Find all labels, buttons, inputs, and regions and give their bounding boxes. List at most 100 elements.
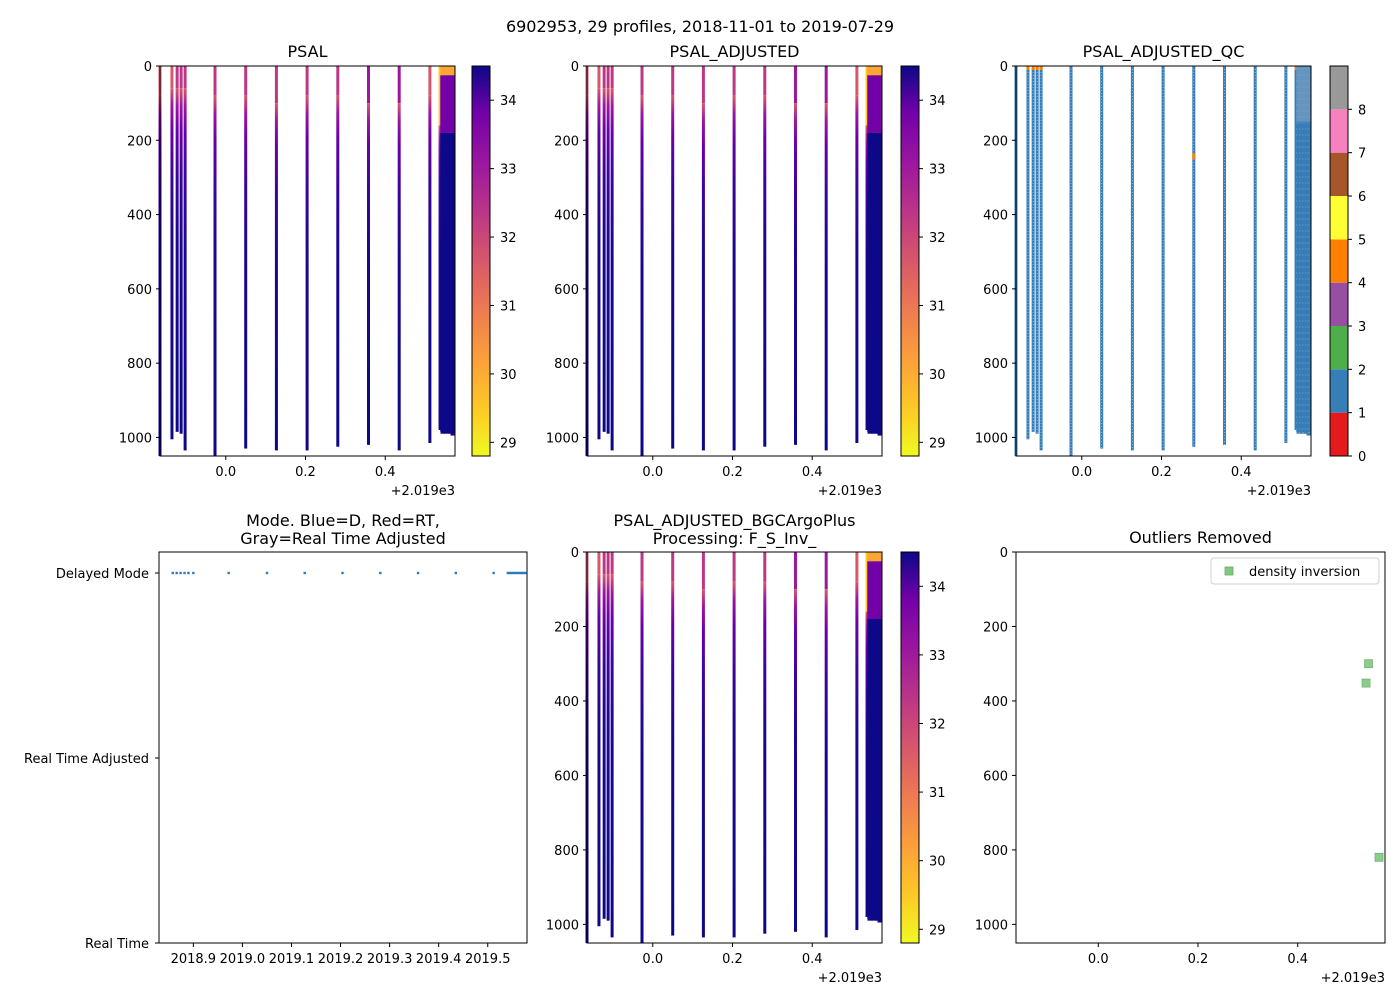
psal-profile-surface: [274, 66, 278, 104]
mode-point: [227, 571, 230, 575]
psal-profile-bar: [244, 95, 248, 449]
psal_adjusted-profile-bar: [597, 88, 601, 440]
psal_bgc-profile-block: [867, 619, 882, 919]
psal_adjusted-ytick-label: 800: [554, 357, 579, 372]
outliers-ytick-label: 1000: [975, 918, 1008, 933]
psal-profile-bar: [274, 103, 278, 451]
psal_adjusted_qc-ytick-label: 800: [983, 357, 1008, 372]
psal_adjusted-profile-bar: [732, 95, 736, 451]
psal_bgc-axes-frame: [586, 551, 883, 944]
mode-point: [265, 571, 269, 575]
psal-xtick-label: 0.0: [215, 465, 236, 480]
psal_adjusted_qc-axes-frame: [1015, 65, 1312, 457]
psal_bgc-x-offset: +2.019e3: [818, 971, 882, 986]
psal_adjusted-colorbar: [900, 65, 920, 457]
outliers-point: [1374, 852, 1384, 862]
mode-point: [514, 571, 517, 575]
psal_adjusted-x-offset: +2.019e3: [818, 484, 882, 499]
psal_adjusted-ytick-label: 1000: [546, 431, 579, 446]
mode-point: [179, 571, 182, 575]
psal_bgc-title: PSAL_ADJUSTED_BGCArgoPlus: [613, 511, 855, 531]
psal_bgc-colorbar: [900, 551, 920, 944]
psal_adjusted_qc-ytick-label: 600: [983, 283, 1008, 298]
psal_adjusted-profile-surface: [640, 66, 644, 96]
psal_adjusted-profile-bar: [602, 88, 606, 432]
psal-profile-surface: [397, 66, 401, 104]
psal_adjusted-colorbar-label: 29: [929, 436, 946, 451]
psal_adjusted-profile-bar: [606, 88, 610, 434]
psal-ytick-label: 200: [127, 134, 152, 149]
outliers-legend-label: density inversion: [1249, 565, 1360, 580]
psal_adjusted_qc-ytick-label: 1000: [975, 431, 1008, 446]
psal_bgc-xtick-label: 0.2: [722, 952, 743, 967]
mode-xtick-label: 2019.4: [416, 952, 462, 967]
psal_adjusted-colorbar-label: 30: [929, 368, 946, 383]
psal_bgc-profile-surface: [606, 552, 610, 575]
psal_adjusted-profile-surface: [602, 66, 606, 89]
psal_bgc-colorbar-label: 33: [929, 649, 946, 664]
outliers-axes-frame: [1015, 551, 1386, 944]
outliers-legend: density inversion: [1210, 557, 1380, 585]
psal-profile-bar: [170, 88, 174, 440]
psal_bgc-profile-surface: [732, 552, 736, 582]
psal_adjusted-profile-block-surface: [867, 66, 882, 76]
psal_adjusted-profile-block: [867, 132, 882, 432]
psal_adjusted_qc-colorbar-label: 2: [1358, 363, 1366, 378]
psal-colorbar-label: 29: [500, 436, 517, 451]
psal-profile-surface: [170, 66, 174, 89]
psal_bgc-colorbar-label: 32: [929, 717, 946, 732]
outliers-ytick-label: 400: [983, 695, 1008, 710]
psal_adjusted-colorbar-label: 32: [929, 231, 946, 246]
psal_adjusted_qc-panel: PSAL_ADJUSTED_QC 0 200 400 600 800 1000 0.0 0.2 0…: [975, 42, 1366, 499]
outliers-ytick-label: 0: [1000, 546, 1008, 561]
psal_adjusted-colorbar-label: 33: [929, 163, 946, 178]
mode-point: [192, 571, 195, 575]
psal-profile-surface: [336, 66, 340, 96]
psal_bgc-colorbar-label: 31: [929, 786, 946, 801]
psal_adjusted-profile-surface: [597, 66, 601, 89]
psal-profile-surface: [175, 66, 179, 89]
mode-xtick-label: 2018.9: [171, 952, 217, 967]
psal-ytick-label: 400: [127, 209, 152, 224]
psal-colorbar-label: 32: [500, 231, 517, 246]
psal_bgc-colorbar-label: 29: [929, 923, 946, 938]
mode-point: [518, 571, 521, 575]
psal_adjusted-colorbar-label: 31: [929, 299, 946, 314]
psal_adjusted_qc-colorbar-label: 7: [1358, 147, 1366, 162]
mode-point: [506, 571, 510, 575]
psal_bgc-ytick-label: 600: [554, 769, 579, 784]
psal_adjusted_qc-colorbar-label: 6: [1358, 190, 1366, 205]
mode-ytick-label: Real Time: [85, 937, 149, 952]
psal_bgc-profile-surface: [640, 552, 644, 582]
outliers-xtick-label: 0.2: [1188, 952, 1209, 967]
psal_adjusted_qc-colorbar-segment: [1330, 239, 1348, 283]
psal_adjusted-ytick-label: 600: [554, 283, 579, 298]
psal-panel: PSAL 0 200 400 600 800 1000 0.0 0.2 0.4 +2.019e3 29…: [119, 42, 517, 499]
outliers-ytick-label: 800: [983, 844, 1008, 859]
psal_adjusted_qc-colorbar-segment: [1330, 326, 1348, 370]
outliers-ytick-label: 600: [983, 769, 1008, 784]
psal_bgc-profile-bar: [597, 574, 601, 927]
psal_adjusted-xtick-label: 0.4: [802, 465, 823, 480]
psal_adjusted_qc-colorbar-label: 8: [1358, 103, 1366, 118]
psal_bgc-profile-surface: [793, 552, 797, 590]
mode-title-line2: Gray=Real Time Adjusted: [240, 529, 446, 548]
psal_adjusted-xtick-label: 0.2: [722, 465, 743, 480]
mode-point: [379, 571, 382, 575]
psal_bgc-profile-bar: [671, 581, 675, 936]
outliers-point: [1361, 678, 1371, 688]
mode-ytick-label: Delayed Mode: [56, 567, 149, 582]
mode-xtick-label: 2019.3: [367, 952, 413, 967]
psal_bgc-ytick-label: 200: [554, 620, 579, 635]
psal_adjusted-ytick-label: 400: [554, 209, 579, 224]
psal_adjusted_qc-colorbar-label: 1: [1358, 407, 1366, 422]
psal_bgc-profile-bar: [793, 589, 797, 932]
psal_bgc-ytick-label: 1000: [546, 918, 579, 933]
psal_adjusted-profile-surface: [824, 66, 828, 104]
psal-profile-bar: [336, 95, 340, 447]
psal_bgc-profile-bar: [855, 581, 859, 930]
psal_adjusted_qc-colorbar-segment: [1330, 152, 1348, 196]
psal_adjusted_qc-profile-bar: [1284, 66, 1288, 443]
psal_adjusted-ytick-label: 0: [571, 60, 579, 75]
